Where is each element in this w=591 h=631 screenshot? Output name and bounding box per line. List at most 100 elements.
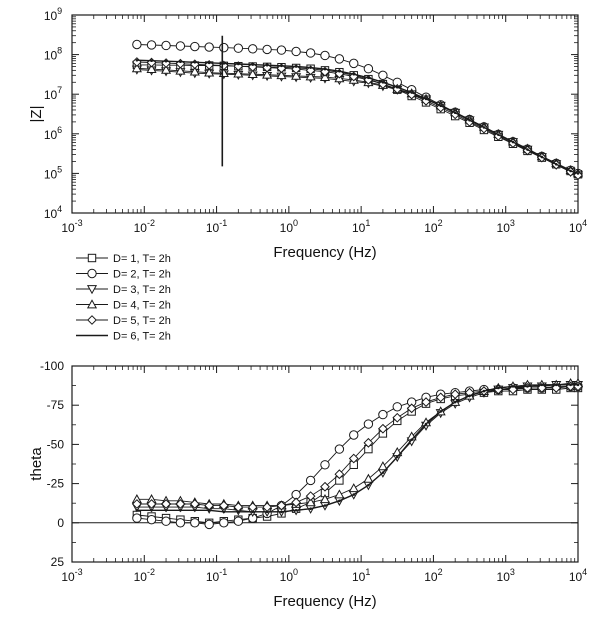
data-point <box>349 430 359 440</box>
data-point <box>190 518 200 528</box>
y-tick-label: -100 <box>40 359 64 373</box>
series-line <box>136 67 579 174</box>
series-1 <box>132 383 583 527</box>
y-tick-label: 105 <box>44 164 62 181</box>
data-point <box>320 460 330 470</box>
series-2 <box>132 39 583 179</box>
legend-entry: D= 6, T= 2h <box>76 331 171 343</box>
plot-frame <box>71 14 579 214</box>
data-point <box>265 510 269 514</box>
y-tick-label: 106 <box>44 125 62 142</box>
data-point <box>305 71 316 81</box>
data-point <box>146 63 157 73</box>
data-point <box>450 389 461 400</box>
data-point <box>222 62 226 65</box>
data-point <box>320 481 330 492</box>
series-5 <box>131 57 583 181</box>
data-point <box>497 133 500 136</box>
data-point <box>334 489 345 499</box>
data-point <box>291 70 302 80</box>
data-point <box>150 59 153 63</box>
legend-marker <box>87 268 97 279</box>
data-point <box>392 412 403 423</box>
data-point <box>334 54 345 64</box>
data-point <box>237 510 240 514</box>
data-point <box>219 42 229 53</box>
data-point <box>421 397 431 407</box>
x-tick-label: 10-3 <box>61 567 82 584</box>
data-point <box>207 61 211 65</box>
series-6 <box>135 58 580 175</box>
x-tick-label: 101 <box>352 218 370 235</box>
data-point <box>175 499 186 509</box>
data-point <box>439 104 442 108</box>
data-point <box>262 69 273 79</box>
data-point <box>233 516 244 526</box>
y-tick-label: 109 <box>44 6 62 23</box>
legend: D= 1, T= 2h D= 2, T= 2h D= 3, T= 2h D= 4, T… <box>76 253 171 343</box>
x-axis-title: Frequency (Hz) <box>273 593 376 610</box>
data-point <box>175 65 186 75</box>
data-point <box>146 514 157 525</box>
data-point <box>526 148 529 151</box>
data-point <box>482 389 486 393</box>
data-point <box>204 42 214 52</box>
data-point <box>132 39 142 50</box>
data-point <box>435 392 446 403</box>
data-point <box>576 383 580 387</box>
data-point <box>146 499 157 509</box>
data-point <box>276 70 287 80</box>
legend-marker <box>86 285 98 295</box>
x-tick-label: 100 <box>280 218 298 235</box>
y-tick-label: -50 <box>47 437 65 451</box>
data-point <box>569 383 572 387</box>
y-tick-label: 104 <box>44 204 62 221</box>
data-point <box>305 491 316 502</box>
phase-plot: 10-3 10-2 10-1 100 101 102 103 104 -100 -75 -50 -25… <box>28 359 587 610</box>
data-point <box>377 423 388 434</box>
legend-label: D= 4, T= 2h <box>113 300 171 312</box>
x-tick-label: 10-3 <box>61 218 82 235</box>
data-point <box>218 500 229 511</box>
legend-label: D= 2, T= 2h <box>113 269 171 281</box>
legend-marker <box>86 299 98 309</box>
data-point <box>439 410 442 413</box>
y-axis-title: theta <box>28 447 45 481</box>
series-5 <box>131 381 583 513</box>
data-point <box>508 384 518 395</box>
series-line <box>136 384 578 513</box>
data-point <box>554 162 558 166</box>
legend-label: D= 6, T= 2h <box>113 331 171 343</box>
legend-entry: D= 2, T= 2h <box>76 269 171 281</box>
legend-entry: D= 5, T= 2h <box>76 315 171 327</box>
data-point <box>482 126 486 129</box>
series-line <box>136 59 579 175</box>
data-point <box>349 58 359 69</box>
series-4 <box>131 63 584 178</box>
data-point <box>334 469 345 480</box>
data-point <box>233 43 244 53</box>
series-3 <box>131 380 584 518</box>
data-point <box>323 504 327 507</box>
x-tick-label: 103 <box>497 218 515 235</box>
x-axis-title: Frequency (Hz) <box>273 244 376 261</box>
data-point <box>160 64 172 74</box>
data-point <box>247 68 258 79</box>
legend-entry: D= 3, T= 2h <box>76 284 171 296</box>
data-point <box>276 45 287 55</box>
data-point <box>175 41 186 51</box>
data-point <box>468 118 471 122</box>
data-point <box>207 508 211 512</box>
x-tick-label: 103 <box>497 567 515 584</box>
data-point <box>189 499 200 509</box>
data-point <box>363 64 374 74</box>
data-point <box>424 97 428 101</box>
x-tick-label: 101 <box>352 567 370 584</box>
data-point <box>193 60 197 64</box>
y-tick-label: 108 <box>44 46 62 63</box>
series-line <box>136 387 578 524</box>
data-point <box>291 46 301 57</box>
data-point <box>161 499 171 509</box>
data-point <box>280 64 283 68</box>
data-point <box>381 471 385 474</box>
